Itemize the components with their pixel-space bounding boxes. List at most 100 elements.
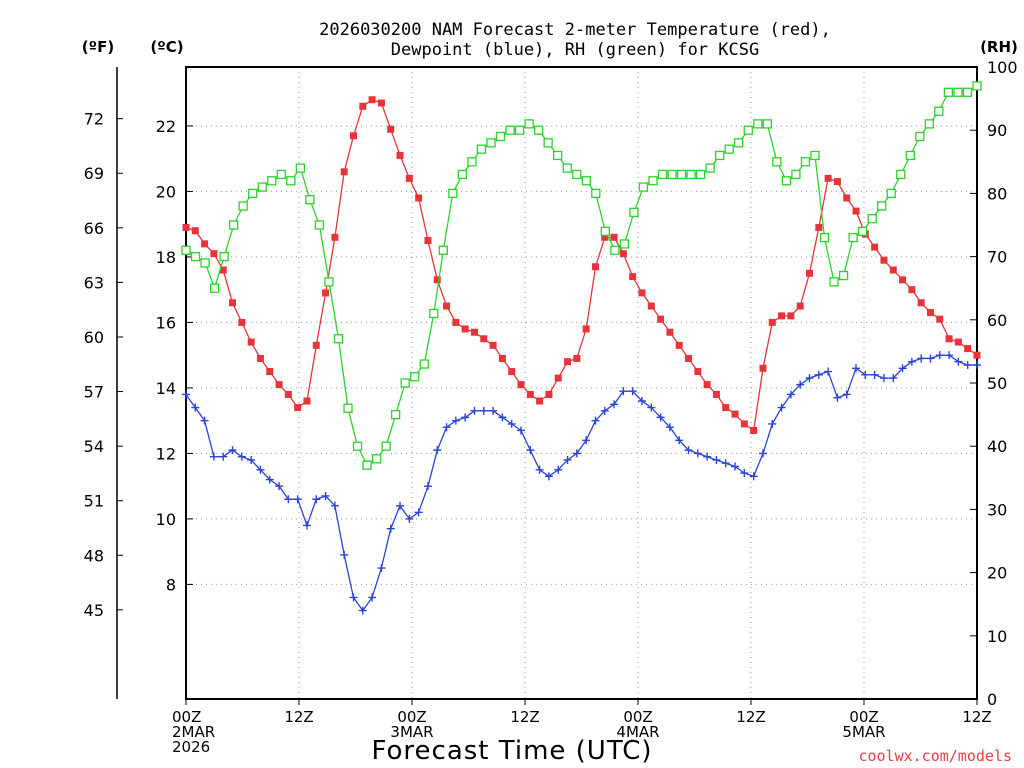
dewpoint-point [498,413,507,422]
dewpoint-point [182,390,190,399]
rh-point [248,188,258,199]
temperature-point [871,243,879,251]
dewpoint-point [712,455,721,464]
rh-point [324,277,334,287]
temperature-point [973,351,981,359]
rh-point [724,144,734,154]
rh-point [305,195,315,205]
temperature-point [805,269,813,277]
rh-point [896,169,906,180]
dewpoint-point [489,406,498,415]
rh-tick-label: 80 [987,184,1007,203]
rh-point [333,334,344,344]
dewpoint-point [582,436,591,445]
temperature-point [954,338,962,346]
rh-point [267,176,277,186]
rh-point [667,169,677,180]
temperature-point [191,227,199,235]
temperature-point [461,325,469,333]
rh-point [848,232,858,243]
temperature-point [526,390,534,398]
temperature-point [545,390,553,398]
dewpoint-point [796,380,805,389]
rh-point [419,359,429,369]
dewpoint-point [870,370,879,379]
temperature-point [536,397,544,405]
temperature-point [517,381,525,389]
temperature-point [638,289,646,297]
dewpoint-series [182,351,981,615]
rh-point [400,378,410,388]
rh-point [695,169,706,180]
rh-point [371,454,382,464]
rh-point [762,119,772,129]
temperature-point [945,335,953,343]
temperature-point [433,276,441,284]
dewpoint-line [185,354,977,612]
temperature-point [610,233,618,241]
dewpoint-point [703,452,712,461]
temperature-point [284,390,292,398]
rh-point [953,87,963,97]
rh-point [962,87,973,97]
temperature-point [294,404,302,412]
temperature-line [185,98,978,432]
dewpoint-point [675,436,684,445]
fahrenheit-axis-label: (ºF) [82,38,114,56]
dewpoint-point [275,482,284,491]
dewpoint-point [265,475,274,484]
dewpoint-point [517,426,526,435]
rh-point [219,251,229,262]
rh-point [705,163,715,173]
temperature-point [889,266,897,274]
rh-point [676,169,687,180]
temperature-point [219,266,227,274]
dewpoint-point [861,370,870,379]
rh-point [657,169,668,180]
temperature-point [796,302,804,310]
temperature-point [740,420,748,428]
rh-point [857,226,868,236]
dewpoint-point [284,495,293,504]
rh-point [524,119,534,129]
rh-point [200,258,210,268]
temperature-point [712,390,720,398]
rh-tick-label: 40 [987,437,1007,456]
rh-point [438,245,448,255]
rh-point [781,176,792,186]
rh-point [600,226,610,236]
dewpoint-point [945,351,954,360]
temperature-point [629,273,637,281]
dewpoint-point [191,403,200,412]
temperature-point [182,223,190,231]
rh-point [495,131,506,142]
dewpoint-point [749,472,758,481]
rh-point [467,157,477,167]
rh-point [257,182,267,192]
rh-point [553,150,563,161]
dewpoint-point [414,508,423,517]
celsius-tick-label: 8 [166,575,176,594]
temperature-point [582,325,590,333]
dewpoint-point [423,482,432,491]
dewpoint-point [619,387,628,396]
credit-link[interactable]: coolwx.com/models [858,747,1012,765]
dewpoint-point [917,354,926,363]
rh-series [181,81,982,470]
dewpoint-point [833,393,842,402]
temperature-point [405,174,413,182]
dewpoint-point [451,416,460,425]
temperature-point [908,286,916,294]
temperature-point [722,404,730,412]
celsius-tick-label: 14 [156,379,176,398]
rh-point [476,144,487,154]
rh-point [533,125,544,135]
temperature-point [843,194,851,202]
dewpoint-point [814,370,823,379]
fahrenheit-tick-label: 69 [84,164,104,183]
temperature-point [238,318,246,326]
temperature-point [247,338,255,346]
rh-point [429,308,439,319]
rh-point [638,182,649,192]
